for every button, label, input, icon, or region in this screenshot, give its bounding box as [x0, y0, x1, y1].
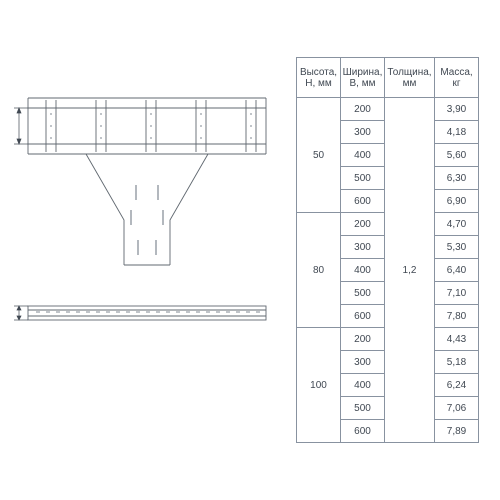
cell-height: 100 [297, 328, 341, 443]
cell-thickness: 1,2 [385, 98, 435, 443]
cell-mass: 7,10 [435, 282, 479, 305]
cell-width: 200 [341, 328, 385, 351]
cell-mass: 5,60 [435, 144, 479, 167]
cell-mass: 7,80 [435, 305, 479, 328]
cell-height: 50 [297, 98, 341, 213]
cell-width: 200 [341, 98, 385, 121]
cell-mass: 3,90 [435, 98, 479, 121]
col-height: Высота,H, мм [297, 58, 341, 98]
cell-mass: 6,30 [435, 167, 479, 190]
cell-width: 400 [341, 144, 385, 167]
cell-width: 500 [341, 397, 385, 420]
col-width: Ширина,B, мм [341, 58, 385, 98]
spec-table-wrap: Высота,H, мм Ширина,B, мм Толщина,мм Мас… [285, 0, 500, 500]
cell-width: 500 [341, 167, 385, 190]
cell-mass: 6,90 [435, 190, 479, 213]
cell-mass: 6,24 [435, 374, 479, 397]
page: Высота,H, мм Ширина,B, мм Толщина,мм Мас… [0, 0, 500, 500]
cell-mass: 6,40 [435, 259, 479, 282]
cell-width: 600 [341, 190, 385, 213]
cell-width: 200 [341, 213, 385, 236]
cell-mass: 4,18 [435, 121, 479, 144]
cell-mass: 4,70 [435, 213, 479, 236]
cell-mass: 5,30 [435, 236, 479, 259]
table-body: 502001,23,903004,184005,605006,306006,90… [297, 98, 479, 443]
col-mass: Масса,кг [435, 58, 479, 98]
cell-width: 500 [341, 282, 385, 305]
cell-width: 400 [341, 374, 385, 397]
cell-width: 300 [341, 121, 385, 144]
tee-diagram [6, 90, 276, 290]
cell-mass: 7,06 [435, 397, 479, 420]
diagram-column [0, 0, 285, 500]
spec-table: Высота,H, мм Ширина,B, мм Толщина,мм Мас… [296, 57, 479, 443]
cell-width: 600 [341, 305, 385, 328]
cell-mass: 4,43 [435, 328, 479, 351]
rail-diagram [6, 300, 276, 330]
cell-mass: 7,89 [435, 420, 479, 443]
cell-width: 300 [341, 236, 385, 259]
cell-width: 400 [341, 259, 385, 282]
cell-mass: 5,18 [435, 351, 479, 374]
cell-width: 600 [341, 420, 385, 443]
table-row: 502001,23,90 [297, 98, 479, 121]
col-thickness: Толщина,мм [385, 58, 435, 98]
cell-width: 300 [341, 351, 385, 374]
cell-height: 80 [297, 213, 341, 328]
